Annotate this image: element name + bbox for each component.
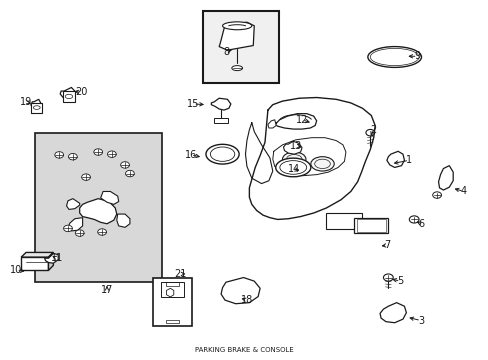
Bar	[203, 12, 278, 83]
Ellipse shape	[94, 149, 102, 155]
Text: 11: 11	[51, 253, 63, 263]
Text: 18: 18	[240, 295, 253, 305]
Text: 21: 21	[174, 269, 186, 279]
Text: 5: 5	[397, 276, 403, 286]
Ellipse shape	[107, 151, 116, 157]
Ellipse shape	[432, 192, 441, 198]
Text: 17: 17	[101, 285, 113, 296]
Ellipse shape	[205, 144, 239, 164]
Bar	[356, 220, 385, 231]
Ellipse shape	[121, 162, 129, 168]
Polygon shape	[438, 166, 452, 190]
Text: 4: 4	[460, 186, 466, 197]
Bar	[353, 218, 387, 233]
Ellipse shape	[367, 46, 421, 67]
Ellipse shape	[63, 225, 72, 231]
Text: 9: 9	[414, 51, 420, 61]
Ellipse shape	[81, 174, 90, 180]
Ellipse shape	[68, 153, 77, 160]
Text: 8: 8	[223, 46, 228, 57]
Polygon shape	[219, 22, 254, 50]
Ellipse shape	[310, 157, 333, 171]
Text: 19: 19	[20, 97, 32, 107]
Text: 7: 7	[384, 240, 390, 250]
Ellipse shape	[55, 152, 63, 158]
Ellipse shape	[275, 158, 310, 177]
Ellipse shape	[365, 130, 374, 136]
Text: 6: 6	[417, 219, 423, 229]
Ellipse shape	[231, 66, 242, 71]
Bar	[160, 282, 183, 297]
Polygon shape	[21, 257, 48, 270]
Ellipse shape	[75, 230, 84, 236]
Polygon shape	[44, 253, 58, 263]
Polygon shape	[267, 120, 276, 128]
Polygon shape	[66, 199, 80, 210]
Polygon shape	[21, 252, 53, 257]
Text: 1: 1	[406, 155, 411, 165]
Text: 12: 12	[295, 115, 307, 125]
Text: 20: 20	[75, 87, 87, 97]
Polygon shape	[68, 218, 82, 231]
Polygon shape	[283, 141, 302, 154]
Bar	[63, 91, 75, 102]
Text: 15: 15	[187, 99, 199, 109]
Polygon shape	[60, 87, 75, 99]
Text: 14: 14	[287, 164, 300, 174]
Bar	[326, 213, 361, 229]
Ellipse shape	[125, 170, 134, 177]
Bar	[214, 118, 227, 123]
Polygon shape	[48, 252, 53, 270]
Text: 2: 2	[369, 125, 376, 135]
Text: 3: 3	[417, 316, 423, 325]
Text: 13: 13	[289, 141, 302, 151]
Text: 10: 10	[10, 265, 22, 275]
Text: 16: 16	[184, 150, 197, 160]
Bar	[153, 278, 191, 326]
Bar	[165, 282, 179, 286]
Text: PARKING BRAKE & CONSOLE: PARKING BRAKE & CONSOLE	[195, 347, 293, 354]
Polygon shape	[379, 303, 406, 323]
Ellipse shape	[383, 274, 392, 281]
Polygon shape	[211, 98, 230, 110]
Polygon shape	[386, 151, 404, 167]
Polygon shape	[31, 99, 41, 110]
Polygon shape	[117, 214, 130, 227]
Polygon shape	[221, 278, 260, 304]
Bar	[31, 103, 42, 113]
Ellipse shape	[282, 152, 305, 166]
Polygon shape	[80, 199, 117, 224]
Ellipse shape	[408, 216, 418, 223]
Ellipse shape	[98, 229, 106, 235]
Bar	[35, 134, 161, 282]
Bar	[165, 320, 179, 323]
Ellipse shape	[222, 22, 251, 30]
Polygon shape	[101, 192, 119, 204]
